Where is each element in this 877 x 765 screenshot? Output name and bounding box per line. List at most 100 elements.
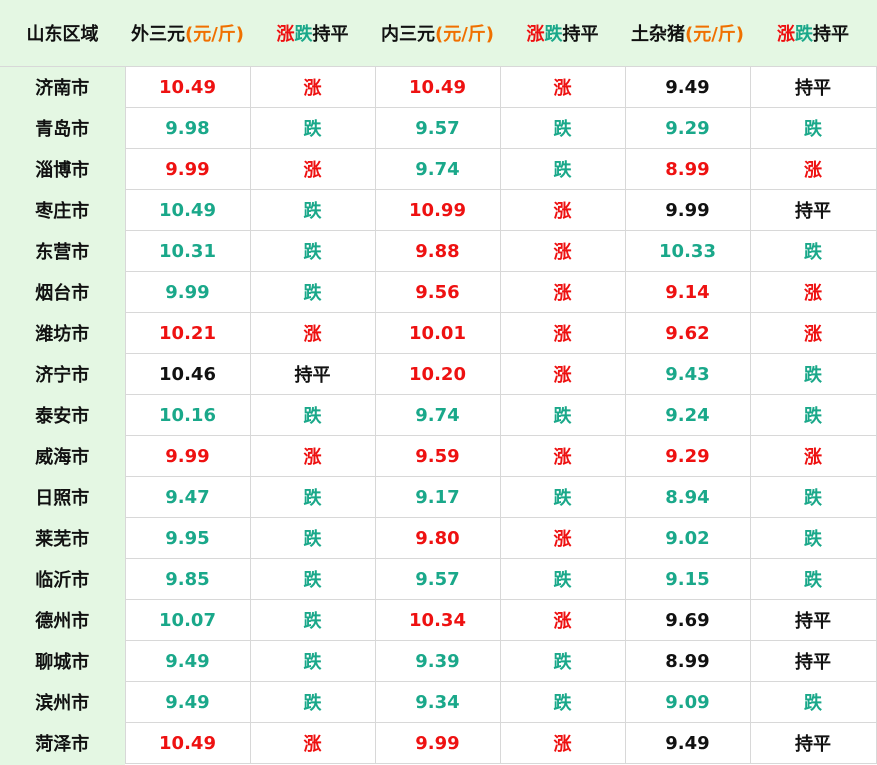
region-column-background [0, 66, 125, 765]
inner-price-cell: 9.34 [374, 681, 501, 723]
legend-flat: 持平 [312, 24, 349, 45]
legend-up: 涨 [777, 24, 795, 45]
inner-trend-cell: 涨 [499, 230, 626, 272]
city-cell: 滨州市 [35, 693, 90, 714]
local-trend-cell: 跌 [749, 517, 877, 559]
city-cell: 泰安市 [35, 406, 90, 427]
header-inner-price: 内三元(元/斤) [375, 0, 500, 67]
inner-price-cell: 10.99 [374, 189, 501, 231]
header-region: 山东区域 [26, 24, 99, 45]
outer-price-cell: 10.49 [124, 722, 251, 764]
outer-trend-cell: 跌 [249, 394, 376, 436]
header-outer-name: 外三元 [130, 24, 185, 45]
city-cell: 聊城市 [35, 652, 90, 673]
table-row: 济南市 10.49 涨 10.49 涨 9.49 持平 [0, 66, 877, 108]
local-trend-cell: 涨 [749, 435, 877, 477]
outer-trend-cell: 跌 [249, 107, 376, 149]
header-background [0, 0, 877, 66]
local-price-cell: 9.62 [624, 312, 751, 354]
inner-trend-cell: 跌 [499, 148, 626, 190]
outer-trend-cell: 涨 [249, 722, 376, 764]
outer-price-cell: 9.85 [124, 558, 251, 600]
table-body: 济南市 10.49 涨 10.49 涨 9.49 持平 青岛市 9.98 跌 9.57 跌 9.29 跌淄… [0, 66, 877, 764]
outer-trend-cell: 跌 [249, 230, 376, 272]
inner-trend-cell: 跌 [499, 394, 626, 436]
inner-price-cell: 10.49 [374, 66, 501, 108]
outer-price-cell: 10.49 [124, 189, 251, 231]
local-trend-cell: 跌 [749, 353, 877, 395]
local-trend-cell: 跌 [749, 394, 877, 436]
table-row: 莱芜市 9.95 跌 9.80 涨 9.02 跌 [0, 517, 877, 559]
header-local-trend: 涨跌持平 [750, 0, 876, 67]
local-trend-cell: 持平 [749, 640, 877, 682]
city-cell: 济南市 [0, 66, 125, 108]
outer-trend-cell: 涨 [249, 148, 376, 190]
outer-price-cell: 10.31 [124, 230, 251, 272]
city-cell: 临沂市 [35, 570, 90, 591]
inner-trend-cell: 跌 [499, 681, 626, 723]
inner-trend-cell: 涨 [499, 722, 626, 764]
outer-price-cell: 9.99 [124, 271, 251, 313]
local-trend-cell: 持平 [749, 722, 877, 764]
inner-trend-cell: 涨 [499, 271, 626, 313]
inner-price-cell: 9.59 [374, 435, 501, 477]
table-row: 淄博市 9.99 涨 9.74 跌 8.99 涨 [0, 148, 877, 190]
outer-trend-cell: 涨 [249, 66, 376, 108]
local-trend-cell: 跌 [749, 681, 877, 723]
legend-up: 涨 [526, 24, 545, 45]
local-price-cell: 9.99 [624, 189, 751, 231]
local-price-cell: 9.29 [624, 435, 751, 477]
table-row: 东营市 10.31 跌 9.88 涨 10.33 跌 [0, 230, 877, 272]
outer-price-cell: 9.99 [124, 435, 251, 477]
legend-flat: 持平 [562, 24, 599, 45]
header-inner-unit: (元/斤) [434, 24, 495, 45]
city-cell: 淄博市 [35, 160, 90, 181]
inner-trend-cell: 跌 [499, 107, 626, 149]
inner-price-cell: 9.80 [374, 517, 501, 559]
outer-price-cell: 10.49 [124, 66, 251, 108]
outer-trend-cell: 跌 [249, 476, 376, 518]
table-row: 临沂市 9.85 跌 9.57 跌 9.15 跌 [0, 558, 877, 600]
inner-trend-cell: 涨 [499, 66, 626, 108]
outer-trend-cell: 跌 [249, 599, 376, 641]
inner-price-cell: 9.74 [374, 394, 501, 436]
local-price-cell: 9.14 [624, 271, 751, 313]
city-cell: 东营市 [35, 242, 90, 263]
local-price-cell: 8.99 [624, 640, 751, 682]
inner-trend-cell: 跌 [499, 476, 626, 518]
outer-price-cell: 10.16 [124, 394, 251, 436]
inner-price-cell: 10.20 [374, 353, 501, 395]
local-trend-cell: 持平 [749, 189, 877, 231]
local-price-cell: 9.49 [624, 66, 751, 108]
inner-trend-cell: 涨 [499, 312, 626, 354]
header-inner-name: 内三元 [380, 24, 435, 45]
outer-price-cell: 9.99 [124, 148, 251, 190]
table-row: 滨州市 9.49 跌 9.34 跌 9.09 跌 [0, 681, 877, 723]
outer-trend-cell: 涨 [249, 435, 376, 477]
local-price-cell: 8.94 [624, 476, 751, 518]
table-row: 烟台市 9.99 跌 9.56 涨 9.14 涨 [0, 271, 877, 313]
table-row: 日照市 9.47 跌 9.17 跌 8.94 跌 [0, 476, 877, 518]
outer-trend-cell: 跌 [249, 681, 376, 723]
table-row: 泰安市 10.16 跌 9.74 跌 9.24 跌 [0, 394, 877, 436]
outer-price-cell: 10.21 [124, 312, 251, 354]
inner-price-cell: 10.01 [374, 312, 501, 354]
header-outer-trend: 涨跌持平 [250, 0, 375, 67]
city-cell: 烟台市 [35, 283, 90, 304]
table-header-row: 山东区域 外三元(元/斤) 涨跌持平 内三元(元/斤) 涨跌持平 土杂猪(元/斤… [0, 0, 876, 67]
table-row: 威海市 9.99 涨 9.59 涨 9.29 涨 [0, 435, 877, 477]
table-row: 枣庄市 10.49 跌 10.99 涨 9.99 持平 [0, 189, 877, 231]
outer-trend-cell: 持平 [249, 353, 376, 395]
inner-price-cell: 9.57 [374, 107, 501, 149]
local-trend-cell: 涨 [749, 271, 877, 313]
city-cell: 菏泽市 [35, 734, 90, 755]
local-price-cell: 9.24 [624, 394, 751, 436]
local-price-cell: 9.69 [624, 599, 751, 641]
table-row: 济宁市 10.46 持平 10.20 涨 9.43 跌 [0, 353, 877, 395]
table-row: 青岛市 9.98 跌 9.57 跌 9.29 跌 [0, 107, 877, 149]
inner-trend-cell: 涨 [499, 189, 626, 231]
local-trend-cell: 跌 [749, 476, 877, 518]
local-trend-cell: 持平 [749, 599, 877, 641]
